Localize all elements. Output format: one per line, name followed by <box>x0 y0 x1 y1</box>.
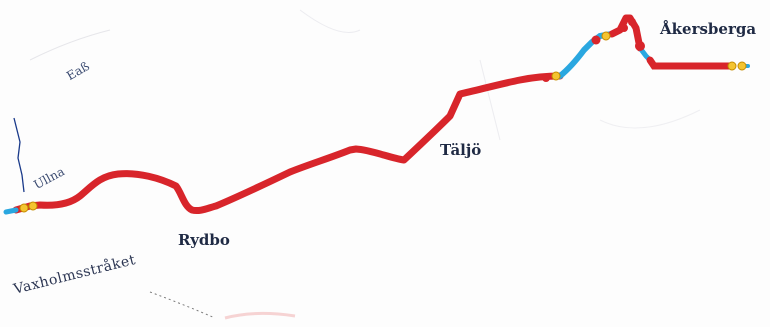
route-point-marker <box>542 74 550 82</box>
route-line-blue <box>557 31 615 79</box>
border-line <box>13 117 25 193</box>
route-line <box>12 72 564 214</box>
route-point-marker <box>28 201 38 211</box>
route-point-markers <box>19 18 747 213</box>
place-label-akersberga: Åkersberga <box>660 20 757 38</box>
route-point-marker <box>19 203 29 213</box>
route-point-marker <box>601 31 611 41</box>
route-point-marker <box>591 35 601 45</box>
route-line-end <box>646 56 734 70</box>
place-label-rydbo: Rydbo <box>178 231 230 249</box>
dotted-line <box>149 291 216 319</box>
route-point-marker <box>628 18 636 26</box>
route-point-marker <box>551 71 561 81</box>
route-point-marker <box>620 24 628 32</box>
route-point-marker <box>727 61 737 71</box>
route-line-loop <box>608 14 644 52</box>
route-point-marker <box>737 61 747 71</box>
route-point-marker <box>635 41 645 51</box>
place-label-taljo: Täljö <box>440 141 482 159</box>
